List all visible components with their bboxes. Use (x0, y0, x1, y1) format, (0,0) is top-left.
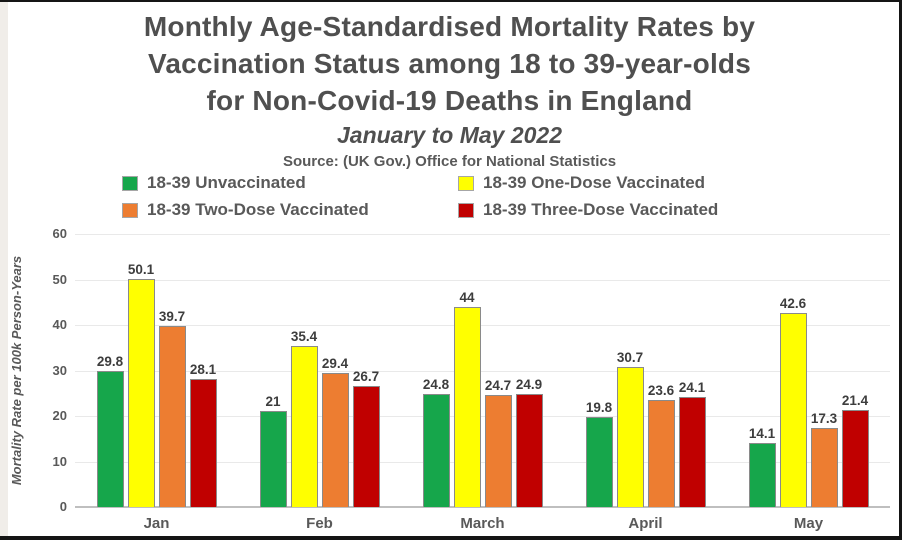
legend-swatch-one-dose (458, 175, 474, 191)
legend-swatch-two-dose (122, 202, 138, 218)
bar-march-series-3: 24.9 (515, 377, 543, 507)
bar-april-series-1: 30.7 (616, 350, 644, 507)
bar-value-label: 24.8 (422, 377, 450, 393)
bar-value-label: 28.1 (189, 362, 217, 378)
chart-title-line-2: Vaccination Status among 18 to 39-year-o… (148, 48, 751, 79)
bar-value-label: 29.8 (96, 354, 124, 370)
bar-group-march: 24.8 44 24.7 24.9 March (421, 234, 545, 532)
bar-value-label: 44 (459, 289, 475, 305)
y-tick-label-0: 0 (59, 499, 67, 514)
bar-april-series-0: 19.8 (585, 400, 613, 507)
bar-may-series-3: 21.4 (841, 393, 869, 507)
bar-feb-series-0: 21 (259, 394, 287, 507)
bar-march-series-0: 24.8 (422, 377, 450, 507)
chart-subtitle: January to May 2022 (336, 122, 562, 148)
bar-may-series-0: 14.1 (748, 426, 776, 507)
bar-group-feb: 21 35.4 29.4 26.7 Feb (258, 234, 382, 532)
bar-jan-series-3: 28.1 (189, 362, 217, 507)
bar-group-jan: 29.8 50.1 39.7 28.1 Jan (95, 234, 219, 532)
bar-value-label: 39.7 (158, 309, 186, 325)
bar-may-series-2: 17.3 (810, 411, 838, 507)
bar-group-may: 14.1 42.6 17.3 21.4 May (747, 234, 871, 532)
bar-feb-series-3: 26.7 (352, 369, 380, 507)
bar-value-label: 42.6 (779, 296, 807, 312)
y-tick-label-20: 20 (52, 408, 67, 423)
bar-april-series-3: 24.1 (678, 380, 706, 507)
legend-item-one-dose: 18-39 One-Dose Vaccinated (458, 173, 718, 193)
bar-value-label: 23.6 (647, 382, 675, 398)
legend-swatch-unvaccinated (122, 175, 138, 191)
bar-value-label: 30.7 (616, 350, 644, 366)
legend-item-three-dose: 18-39 Three-Dose Vaccinated (458, 200, 718, 220)
y-tick-label-40: 40 (52, 317, 67, 332)
chart-source: Source: (UK Gov.) Office for National St… (282, 153, 617, 170)
bar-value-label: 24.9 (515, 376, 543, 392)
x-category-label-march: March (460, 515, 505, 532)
x-category-label-feb: Feb (306, 515, 333, 532)
gridline-10 (75, 461, 890, 463)
legend-item-unvaccinated: 18-39 Unvaccinated (122, 173, 458, 193)
y-tick-label-50: 50 (52, 271, 67, 287)
y-axis-title: Mortality Rate per 100k Person-Years (9, 255, 24, 486)
bar-jan-series-2: 39.7 (158, 309, 186, 507)
bar-groups: 29.8 50.1 39.7 28.1 Jan 21 35.4 29.4 26.7 Feb 24.8… (75, 234, 890, 532)
bar-value-label: 24.1 (678, 380, 706, 396)
gridline-60 (75, 234, 890, 235)
left-edge-strip (0, 2, 8, 536)
x-category-label-jan: Jan (143, 515, 170, 532)
y-tick-label-10: 10 (52, 453, 67, 469)
chart-header: Monthly Age-Standardised Mortality Rates… (0, 8, 899, 171)
legend-label-unvaccinated: 18-39 Unvaccinated (147, 173, 306, 192)
bar-value-label: 19.8 (585, 399, 613, 415)
legend-label-two-dose: 18-39 Two-Dose Vaccinated (147, 200, 369, 219)
bar-value-label: 35.4 (290, 328, 318, 344)
bar-value-label: 26.7 (352, 368, 380, 384)
gridline-30 (75, 370, 890, 372)
bar-value-label: 14.1 (748, 425, 776, 441)
bar-value-label: 50.1 (127, 262, 155, 278)
x-category-label-april: April (628, 515, 663, 532)
bar-value-label: 17.3 (810, 411, 838, 427)
bar-april-series-2: 23.6 (647, 383, 675, 507)
bar-value-label: 29.4 (321, 356, 349, 372)
plot-area: 29.8 50.1 39.7 28.1 Jan 21 35.4 29.4 26.7 Feb 24.8… (75, 234, 890, 532)
x-category-label-may: May (793, 515, 824, 532)
legend-label-one-dose: 18-39 One-Dose Vaccinated (483, 173, 706, 192)
gridline-50 (75, 279, 890, 281)
chart-title-line-3: for Non-Covid-19 Deaths in England (206, 85, 693, 116)
bar-jan-series-1: 50.1 (127, 262, 155, 507)
gridline-40 (75, 325, 890, 326)
bar-feb-series-1: 35.4 (290, 329, 318, 507)
gridline-0 (75, 506, 890, 508)
legend-swatch-three-dose (458, 202, 474, 218)
chart-title-line-1: Monthly Age-Standardised Mortality Rates… (143, 11, 756, 42)
bar-jan-series-0: 29.8 (96, 354, 124, 507)
bar-value-label: 21 (265, 394, 281, 410)
bar-march-series-1: 44 (453, 290, 481, 507)
bar-value-label: 21.4 (841, 392, 869, 408)
bar-may-series-1: 42.6 (779, 296, 807, 507)
legend-label-three-dose: 18-39 Three-Dose Vaccinated (483, 200, 719, 219)
bar-march-series-2: 24.7 (484, 378, 512, 507)
bar-group-april: 19.8 30.7 23.6 24.1 April (584, 234, 708, 532)
legend-item-two-dose: 18-39 Two-Dose Vaccinated (122, 200, 458, 220)
bar-feb-series-2: 29.4 (321, 356, 349, 507)
y-tick-label-60: 60 (52, 226, 67, 241)
chart-legend: 18-39 Unvaccinated 18-39 One-Dose Vaccin… (122, 173, 718, 220)
bar-value-label: 24.7 (484, 377, 512, 393)
y-tick-label-30: 30 (52, 362, 67, 378)
gridline-20 (75, 416, 890, 417)
